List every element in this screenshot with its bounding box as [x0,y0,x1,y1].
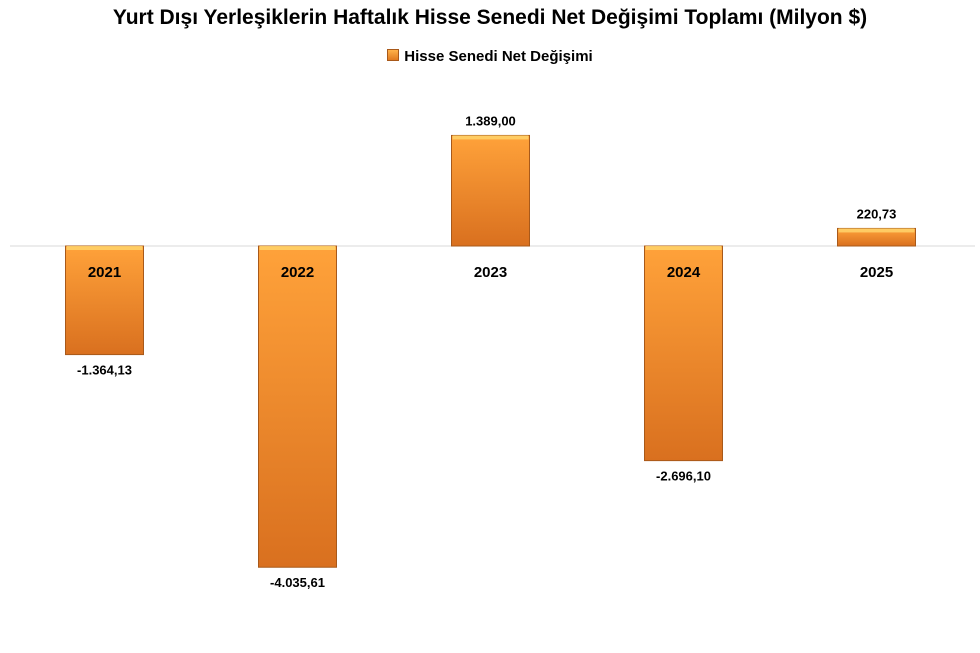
data-label-2023: 1.389,00 [465,113,516,128]
data-label-2025: 220,73 [857,206,897,221]
legend-swatch [387,49,400,61]
data-label-2022: -4.035,61 [270,575,325,590]
bar-highlight-2024 [645,246,722,250]
bar-highlight-2022 [259,246,336,250]
bar-2023 [451,134,530,247]
bar-2021 [65,245,144,356]
category-label-2025: 2025 [860,264,893,281]
category-label-2023: 2023 [474,264,507,281]
bar-highlight-2023 [452,135,529,140]
legend: Hisse Senedi Net Değişimi [0,48,980,65]
data-label-2024: -2.696,10 [656,469,711,484]
category-label-2022: 2022 [281,264,314,281]
data-label-2021: -1.364,13 [77,363,132,378]
bar-2022 [258,245,337,568]
legend-label: Hisse Senedi Net Değişimi [404,48,593,65]
chart-title: Yurt Dışı Yerleşiklerin Haftalık Hisse S… [112,6,868,29]
category-label-2021: 2021 [88,264,121,281]
category-label-2024: 2024 [667,264,701,281]
bar-highlight-2021 [66,246,143,250]
bar-highlight-2025 [838,228,915,233]
